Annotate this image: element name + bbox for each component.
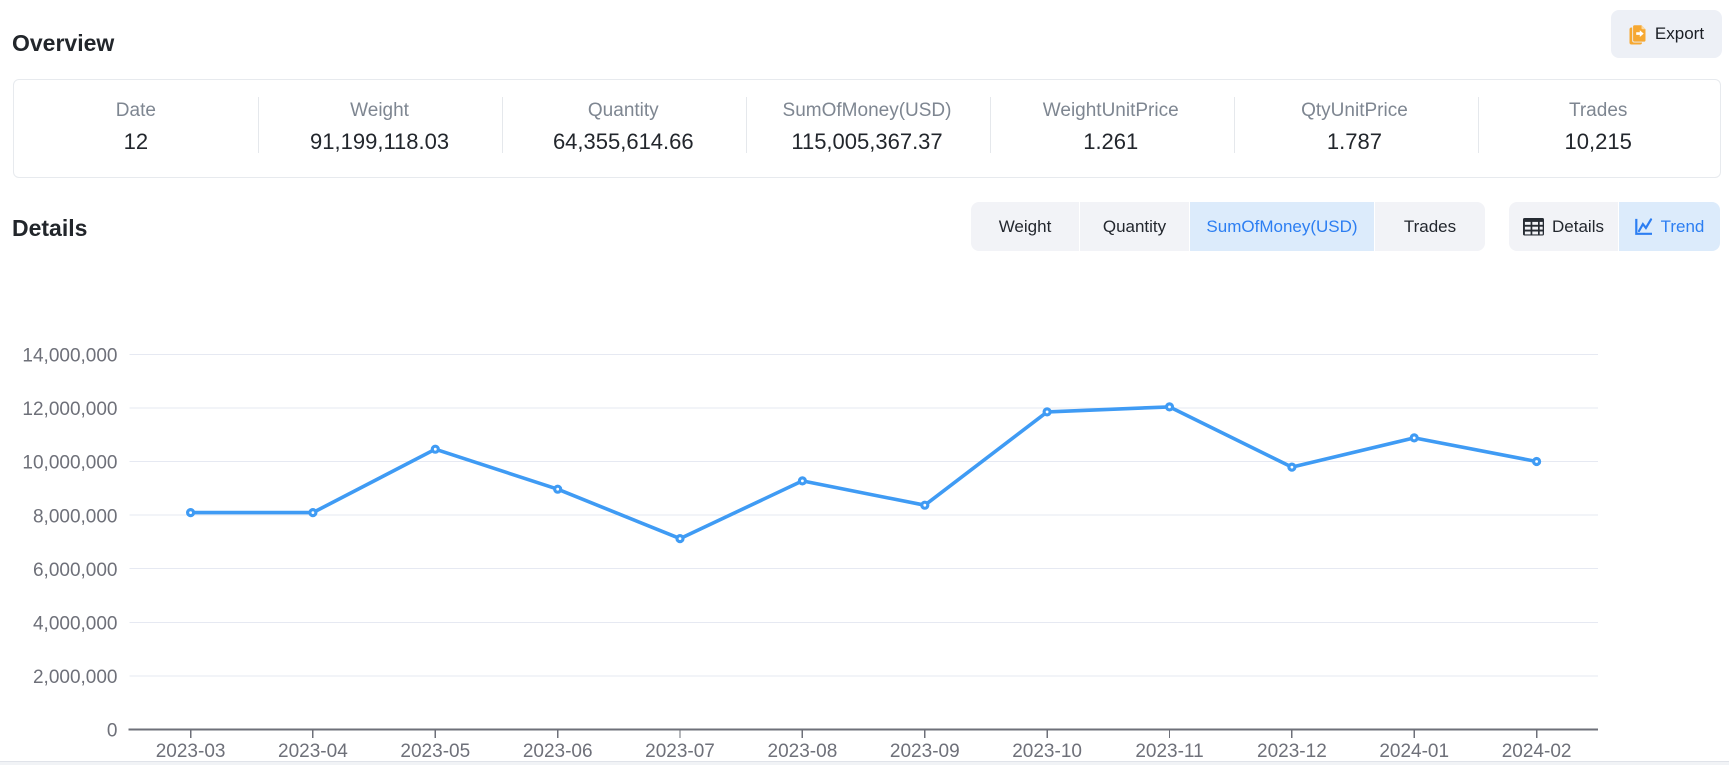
svg-text:2023-09: 2023-09 <box>890 741 960 762</box>
svg-text:2023-05: 2023-05 <box>400 741 470 762</box>
svg-text:14,000,000: 14,000,000 <box>22 346 117 367</box>
svg-text:2023-06: 2023-06 <box>523 741 593 762</box>
svg-text:2023-10: 2023-10 <box>1012 741 1082 762</box>
svg-text:2023-08: 2023-08 <box>768 741 838 762</box>
svg-text:2023-11: 2023-11 <box>1135 741 1203 762</box>
svg-text:2023-07: 2023-07 <box>645 741 715 762</box>
svg-text:0: 0 <box>107 721 118 742</box>
svg-text:4,000,000: 4,000,000 <box>33 614 118 635</box>
svg-text:6,000,000: 6,000,000 <box>33 560 118 581</box>
svg-text:8,000,000: 8,000,000 <box>33 507 118 528</box>
svg-text:12,000,000: 12,000,000 <box>22 399 117 420</box>
svg-text:2023-03: 2023-03 <box>156 741 226 762</box>
svg-text:2,000,000: 2,000,000 <box>33 667 118 688</box>
svg-text:10,000,000: 10,000,000 <box>22 453 117 474</box>
svg-text:2023-04: 2023-04 <box>278 741 348 762</box>
svg-text:2024-01: 2024-01 <box>1379 741 1449 762</box>
svg-text:2023-12: 2023-12 <box>1257 741 1327 762</box>
svg-text:2024-02: 2024-02 <box>1502 741 1572 762</box>
